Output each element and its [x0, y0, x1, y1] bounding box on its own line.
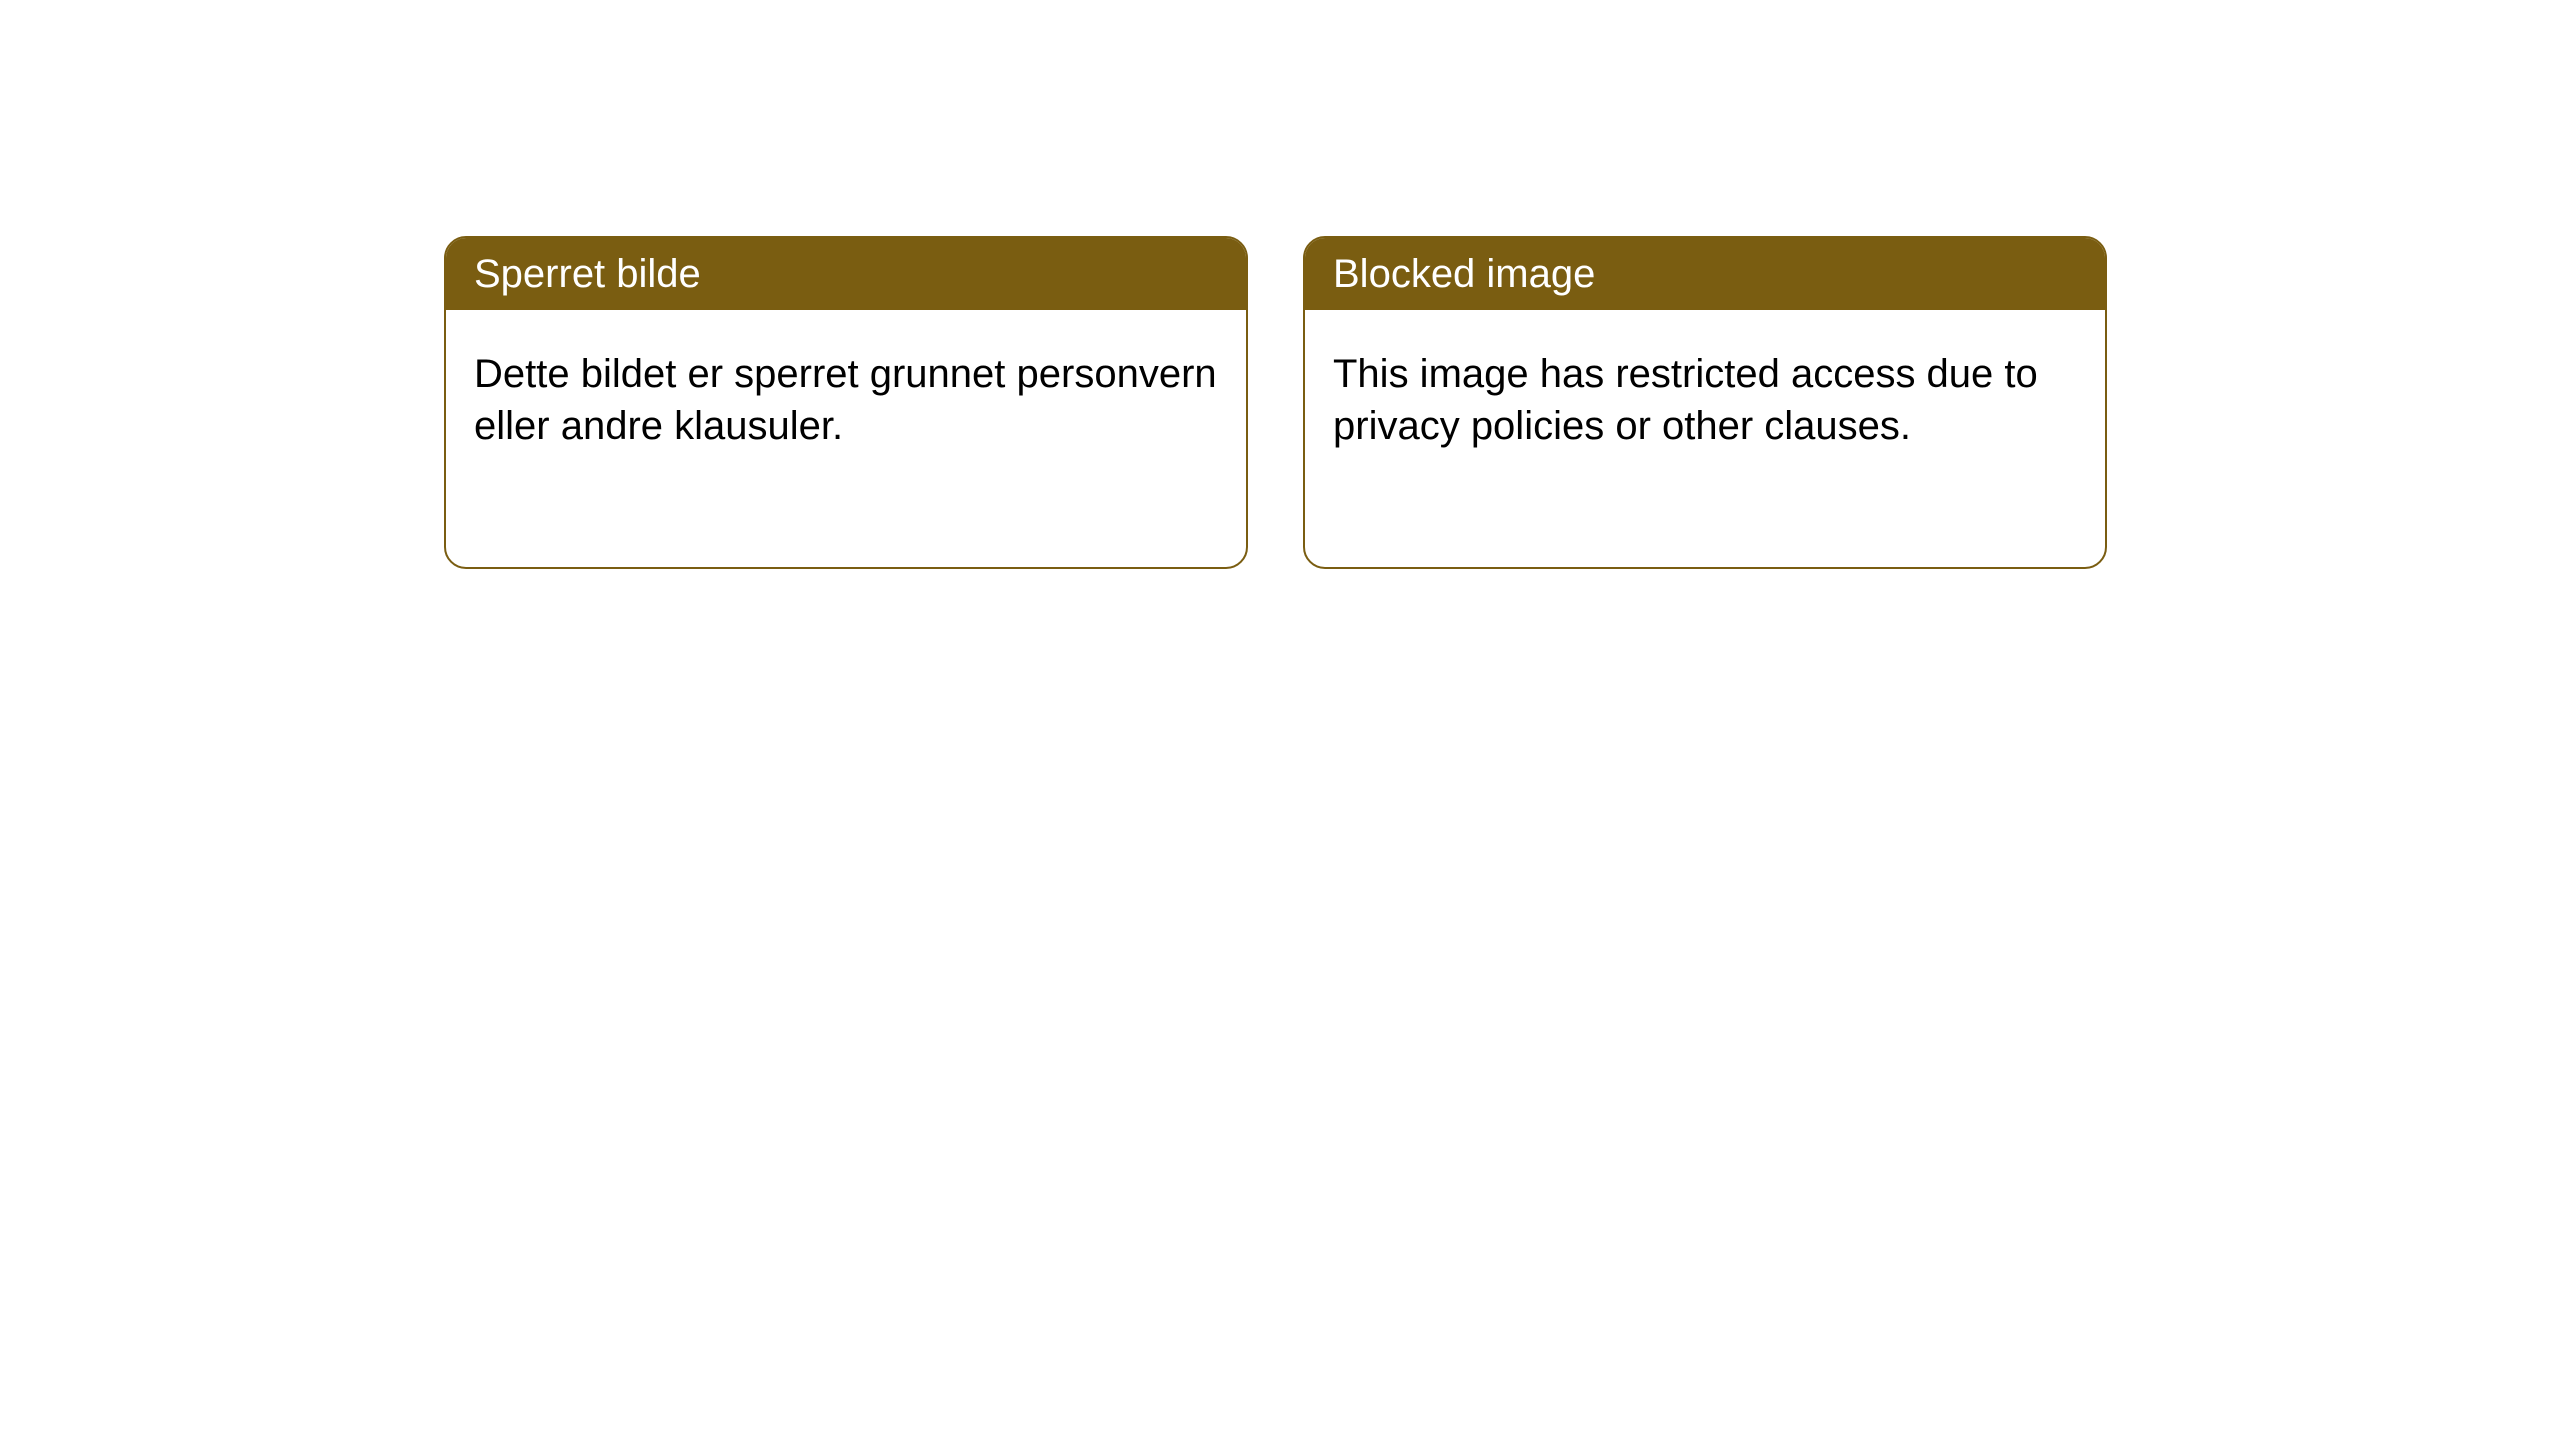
- notice-card-english: Blocked image This image has restricted …: [1303, 236, 2107, 569]
- notice-header: Sperret bilde: [446, 238, 1246, 310]
- notice-header: Blocked image: [1305, 238, 2105, 310]
- notice-card-norwegian: Sperret bilde Dette bildet er sperret gr…: [444, 236, 1248, 569]
- notice-body: This image has restricted access due to …: [1305, 310, 2105, 490]
- notice-body: Dette bildet er sperret grunnet personve…: [446, 310, 1246, 490]
- notice-container: Sperret bilde Dette bildet er sperret gr…: [0, 0, 2560, 569]
